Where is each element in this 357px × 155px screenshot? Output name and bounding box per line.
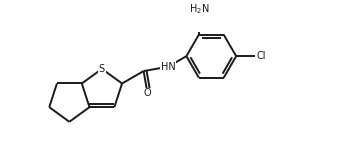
Text: S: S bbox=[99, 64, 105, 74]
Text: HN: HN bbox=[161, 62, 176, 72]
Text: O: O bbox=[144, 89, 151, 98]
Text: H$_2$N: H$_2$N bbox=[188, 3, 209, 16]
Text: Cl: Cl bbox=[256, 51, 266, 61]
